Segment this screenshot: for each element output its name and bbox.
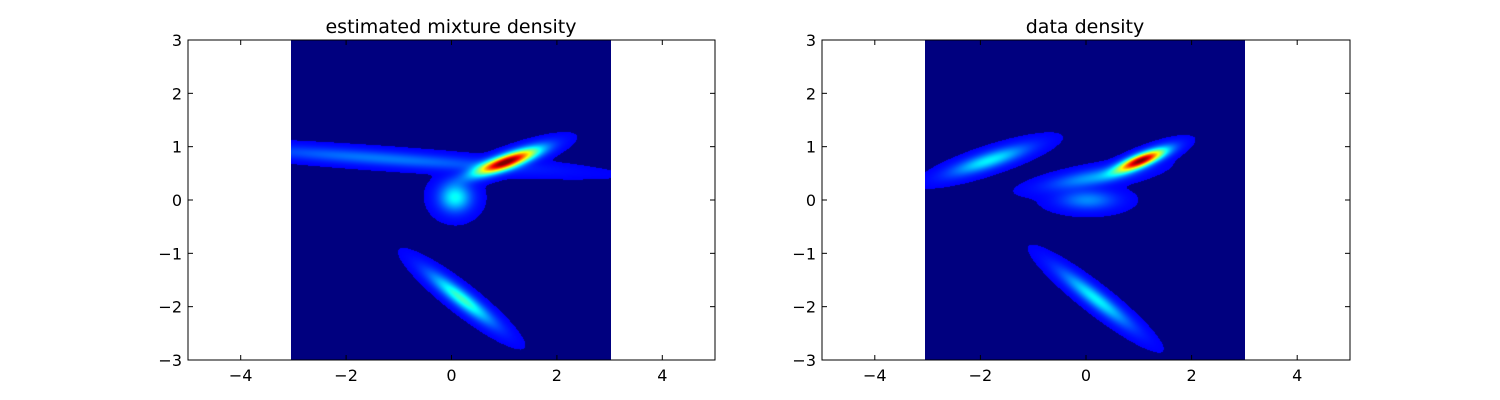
x-tick-label: −2 xyxy=(334,366,358,385)
y-tick-label: 0 xyxy=(806,191,816,210)
y-tick-label: 3 xyxy=(172,31,182,50)
density-heatmap-wrapper xyxy=(291,40,611,360)
y-tick-label: 3 xyxy=(806,31,816,50)
y-tick-label: −1 xyxy=(792,244,816,263)
y-tick-label: 1 xyxy=(806,138,816,157)
y-tick-label: 2 xyxy=(172,84,182,103)
x-tick-label: 2 xyxy=(1187,366,1197,385)
density-heatmap-wrapper xyxy=(925,40,1245,360)
y-tick-label: −2 xyxy=(158,298,182,317)
y-tick-label: −1 xyxy=(158,244,182,263)
x-tick-label: 4 xyxy=(1292,366,1302,385)
y-tick-label: 0 xyxy=(172,191,182,210)
panel-estimated-mixture-density: estimated mixture density −4 −2 0 2 4 −3 −2 −1 0… xyxy=(158,16,716,385)
axis-ticks: −4 −2 0 2 4 −3 −2 −1 0 1 2 3 xyxy=(792,31,1350,385)
density-heatmap xyxy=(925,40,1245,360)
panel-title: estimated mixture density xyxy=(325,16,576,38)
density-heatmap xyxy=(291,40,611,360)
x-tick-label: 4 xyxy=(657,366,667,385)
x-tick-label: −2 xyxy=(969,366,993,385)
y-tick-label: −3 xyxy=(792,351,816,370)
y-tick-label: −3 xyxy=(158,351,182,370)
axis-ticks: −4 −2 0 2 4 −3 −2 −1 0 1 2 3 xyxy=(158,31,715,385)
x-tick-label: −4 xyxy=(863,366,887,385)
y-tick-label: 2 xyxy=(806,84,816,103)
x-tick-label: −4 xyxy=(229,366,253,385)
panel-title: data density xyxy=(1026,16,1145,38)
x-tick-label: 2 xyxy=(552,366,562,385)
y-tick-label: −2 xyxy=(792,298,816,317)
panel-data-density: data density −4 −2 0 2 4 −3 −2 −1 0 1 2 3 xyxy=(792,16,1351,385)
y-tick-label: 1 xyxy=(172,138,182,157)
x-tick-label: 0 xyxy=(1081,366,1091,385)
x-tick-label: 0 xyxy=(446,366,456,385)
